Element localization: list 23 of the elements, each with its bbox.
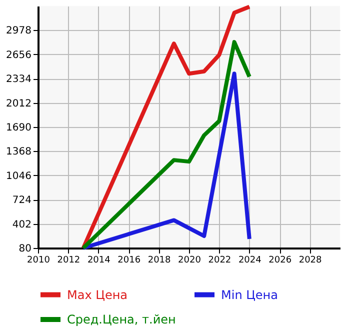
legend-label: Min Цена <box>221 288 278 302</box>
y-tick-label: 1368 <box>6 146 32 158</box>
y-tick-label: 1046 <box>6 170 32 182</box>
x-tick-label: 2026 <box>268 256 292 266</box>
y-tick-label: 80 <box>18 244 32 254</box>
x-tick-label: 2022 <box>208 256 232 266</box>
y-tick-label: 402 <box>12 219 32 230</box>
y-tick-label: 2012 <box>6 98 32 110</box>
x-tick-label: 2020 <box>178 256 202 266</box>
x-tick-label: 2024 <box>238 256 262 266</box>
y-tick-label: 724 <box>12 195 32 206</box>
legend-label: Max Цена <box>67 288 128 302</box>
x-tick-label: 2028 <box>298 256 322 266</box>
x-tick-label: 2018 <box>148 256 172 266</box>
x-tick-label: 2012 <box>57 256 80 266</box>
y-tick-label: 2978 <box>6 26 32 37</box>
y-tick-label: 2656 <box>6 50 32 61</box>
y-tick-label: 1690 <box>6 122 32 134</box>
x-tick-label: 2014 <box>87 256 111 266</box>
legend-label: Сред.Цена, т.йен <box>67 312 176 326</box>
x-tick-label: 2016 <box>118 256 141 266</box>
x-tick-label: 2010 <box>27 256 50 266</box>
y-tick-label: 2334 <box>6 74 32 86</box>
